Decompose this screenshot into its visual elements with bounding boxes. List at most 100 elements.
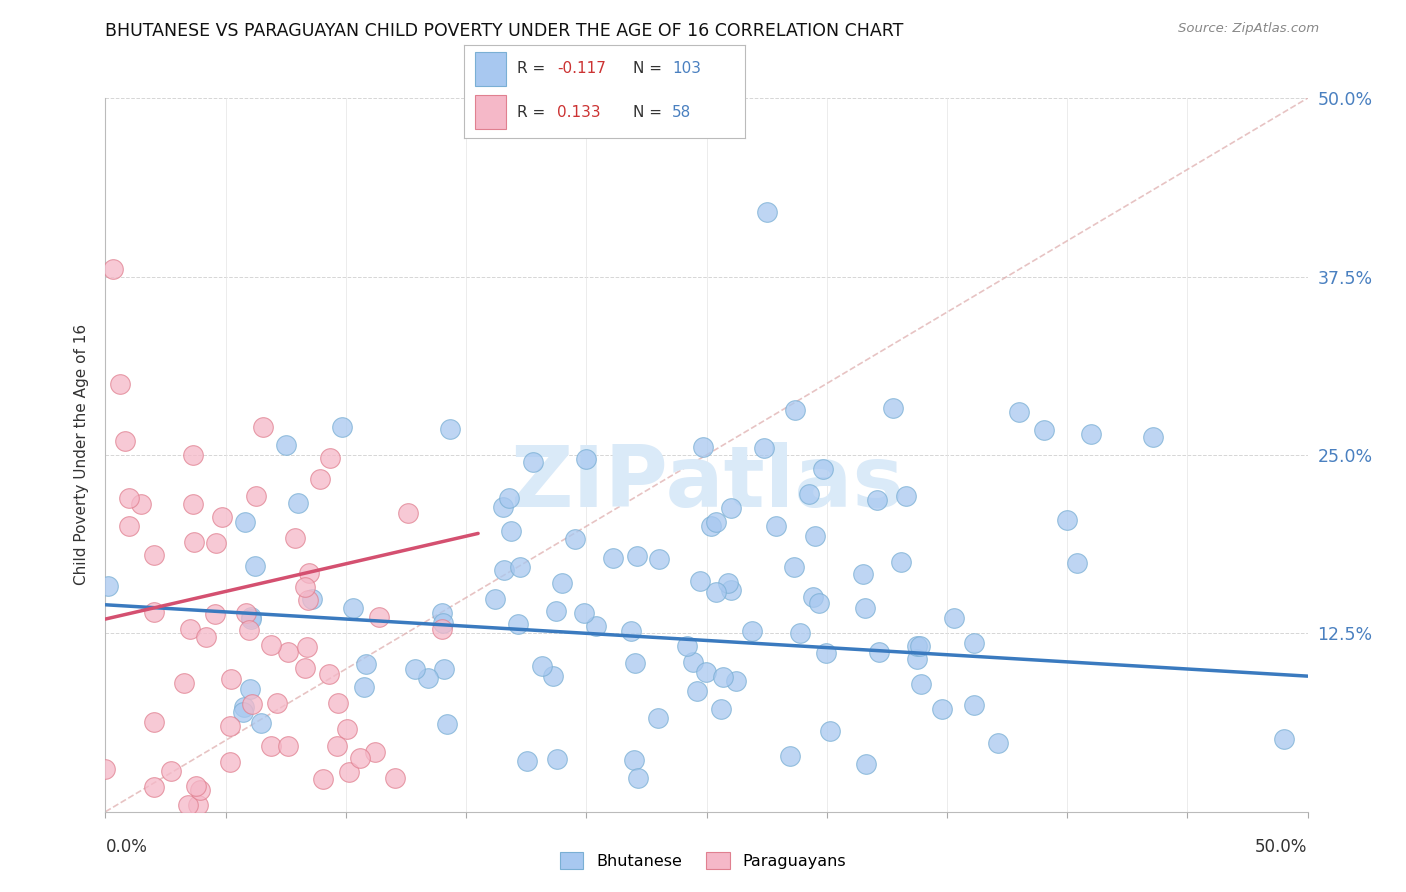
Point: [205, 535, 228, 549]
Point: [384, 771, 406, 785]
Point: [319, 451, 342, 466]
Point: [194, 630, 217, 644]
Point: [564, 532, 586, 546]
Point: [204, 607, 226, 621]
Point: [541, 669, 564, 683]
Point: [890, 555, 912, 569]
Point: [240, 697, 263, 711]
Point: [295, 640, 318, 654]
Point: [623, 753, 645, 767]
Point: [436, 717, 458, 731]
Text: R =: R =: [517, 62, 551, 77]
Bar: [475, 52, 506, 86]
Point: [799, 487, 821, 501]
Point: [142, 548, 165, 562]
Point: [287, 496, 309, 510]
Point: [266, 696, 288, 710]
Point: [114, 434, 136, 448]
Point: [492, 563, 515, 577]
Point: [108, 376, 131, 391]
Point: [720, 583, 742, 598]
Point: [97, 579, 120, 593]
Point: [231, 705, 253, 719]
Text: 0.0%: 0.0%: [105, 838, 148, 855]
Point: [572, 606, 595, 620]
Point: [179, 623, 201, 637]
Point: [312, 772, 335, 786]
Point: [118, 491, 141, 505]
Point: [484, 592, 506, 607]
Point: [492, 500, 515, 515]
Point: [704, 585, 727, 599]
Point: [129, 497, 152, 511]
Point: [249, 715, 271, 730]
Point: [364, 745, 387, 759]
Point: [516, 755, 538, 769]
Point: [910, 677, 932, 691]
Point: [433, 662, 456, 676]
Point: [432, 616, 454, 631]
Point: [239, 681, 262, 696]
Point: [430, 622, 453, 636]
Point: [585, 619, 607, 633]
Point: [868, 645, 890, 659]
Point: [418, 671, 440, 685]
Point: [353, 680, 375, 694]
Point: [354, 657, 377, 672]
Point: [294, 580, 316, 594]
Point: [238, 623, 260, 637]
Point: [700, 519, 723, 533]
Text: 103: 103: [672, 62, 702, 77]
Point: [509, 560, 531, 574]
Text: 50.0%: 50.0%: [1256, 838, 1308, 855]
Point: [789, 626, 811, 640]
Point: [298, 566, 321, 580]
Point: [647, 711, 669, 725]
Text: ZIPatlas: ZIPatlas: [509, 442, 904, 525]
Point: [142, 714, 165, 729]
Point: [855, 756, 877, 771]
Point: [575, 451, 598, 466]
Point: [277, 739, 299, 753]
Point: [301, 591, 323, 606]
Point: [337, 765, 360, 780]
Point: [211, 510, 233, 524]
Point: [183, 534, 205, 549]
Point: [404, 662, 426, 676]
Point: [439, 422, 461, 436]
Point: [808, 596, 831, 610]
Point: [186, 779, 208, 793]
Point: [531, 659, 554, 673]
Point: [783, 560, 806, 574]
Point: [318, 667, 340, 681]
Point: [943, 611, 966, 625]
Point: [692, 440, 714, 454]
Point: [277, 645, 299, 659]
Point: [308, 472, 330, 486]
Point: [219, 755, 242, 769]
Point: [551, 576, 574, 591]
Point: [905, 639, 928, 653]
Point: [711, 671, 734, 685]
Point: [720, 501, 742, 516]
Text: N =: N =: [633, 62, 666, 77]
Point: [689, 574, 711, 588]
Text: 0.133: 0.133: [557, 104, 600, 120]
Point: [94, 762, 117, 776]
Point: [240, 610, 263, 624]
Point: [905, 651, 928, 665]
Point: [1142, 430, 1164, 444]
Point: [188, 783, 211, 797]
Point: [177, 797, 200, 812]
Point: [765, 519, 787, 533]
Point: [252, 420, 274, 434]
Point: [219, 719, 242, 733]
Point: [602, 551, 624, 566]
Text: Source: ZipAtlas.com: Source: ZipAtlas.com: [1178, 22, 1319, 36]
Point: [931, 702, 953, 716]
Point: [546, 752, 568, 766]
Y-axis label: Child Poverty Under the Age of 16: Child Poverty Under the Age of 16: [75, 325, 90, 585]
Point: [260, 638, 283, 652]
Point: [648, 552, 671, 566]
Point: [894, 490, 917, 504]
